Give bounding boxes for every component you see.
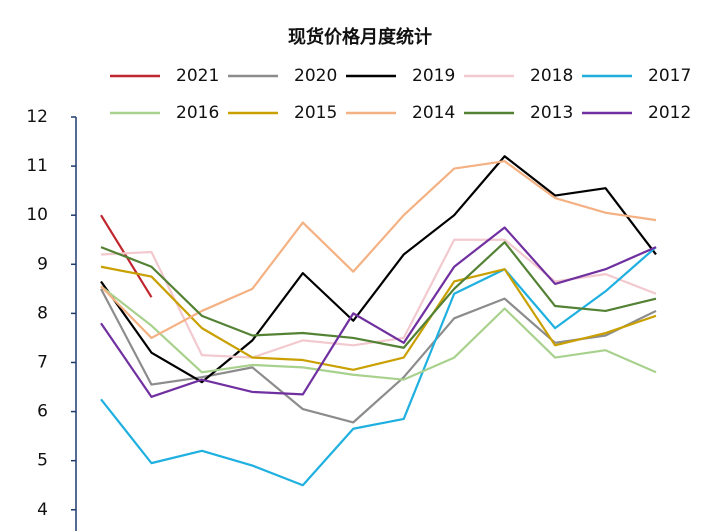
series-line xyxy=(100,160,657,340)
legend-label: 2013 xyxy=(530,103,573,123)
y-tick-label: 8 xyxy=(37,303,48,323)
legend-label: 2012 xyxy=(648,103,691,123)
y-tick-label: 7 xyxy=(37,352,48,372)
legend-label: 2019 xyxy=(412,66,455,86)
legend-label: 2014 xyxy=(412,103,455,123)
series-line xyxy=(100,241,657,349)
y-tick-label: 12 xyxy=(26,107,48,127)
series-line xyxy=(100,155,657,384)
series-line xyxy=(100,238,657,359)
legend-label: 2018 xyxy=(530,66,573,86)
legend-label: 2015 xyxy=(294,103,337,123)
y-tick-label: 11 xyxy=(26,156,48,176)
series-line xyxy=(100,226,657,398)
series-line xyxy=(100,246,657,487)
y-tick-label: 4 xyxy=(37,500,48,520)
legend-label: 2021 xyxy=(176,66,219,86)
series-line xyxy=(100,285,657,381)
series-line xyxy=(100,265,657,371)
y-tick-label: 5 xyxy=(37,451,48,471)
legend-label: 2016 xyxy=(176,103,219,123)
legend-label: 2020 xyxy=(294,66,337,86)
y-tick-label: 9 xyxy=(37,254,48,274)
chart-title: 现货价格月度统计 xyxy=(288,26,432,48)
legend-label: 2017 xyxy=(648,66,691,86)
y-tick-label: 6 xyxy=(37,402,48,422)
y-tick-label: 10 xyxy=(26,205,48,225)
